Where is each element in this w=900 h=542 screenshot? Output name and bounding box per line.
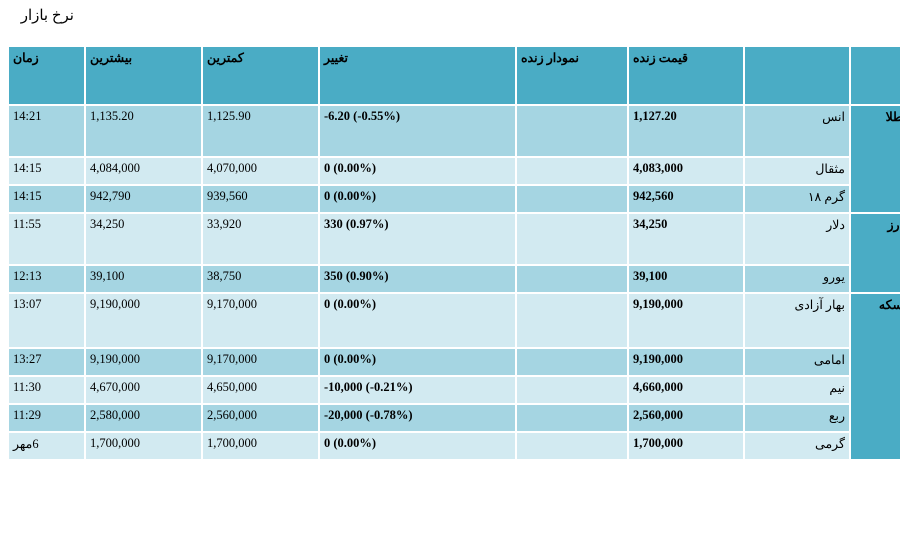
live-chart-cell [517, 405, 627, 431]
table-row: امامی 9,190,000 0 (0.00%) 9,170,000 9,19… [9, 349, 900, 375]
max-value: 942,790 [86, 186, 201, 212]
live-chart-cell [517, 433, 627, 459]
time-value: 14:15 [9, 186, 84, 212]
item-name: انس [745, 106, 849, 156]
change-value: -6.20 (-0.55%) [320, 106, 515, 156]
table-row: گرم ۱۸ 942,560 0 (0.00%) 939,560 942,790… [9, 186, 900, 212]
live-price: 1,127.20 [629, 106, 743, 156]
max-value: 4,670,000 [86, 377, 201, 403]
min-value: 2,560,000 [203, 405, 318, 431]
table-row: طلا انس 1,127.20 -6.20 (-0.55%) 1,125.90… [9, 106, 900, 212]
live-chart-cell [517, 349, 627, 375]
live-price: 2,560,000 [629, 405, 743, 431]
live-chart-cell [517, 377, 627, 403]
change-value: 330 (0.97%) [320, 214, 515, 264]
live-price: 4,083,000 [629, 158, 743, 184]
header-live-price: قیمت زنده [629, 47, 743, 104]
min-value: 1,125.90 [203, 106, 318, 156]
header-name [745, 47, 849, 104]
live-price: 1,700,000 [629, 433, 743, 459]
live-chart-cell [517, 106, 627, 156]
time-value: 11:29 [9, 405, 84, 431]
table-row: گرمی 1,700,000 0 (0.00%) 1,700,000 1,700… [9, 433, 900, 459]
header-min: کمترین [203, 47, 318, 104]
min-value: 4,070,000 [203, 158, 318, 184]
min-value: 9,170,000 [203, 349, 318, 375]
live-chart-cell [517, 294, 627, 347]
category-currency: ارز [851, 214, 900, 292]
time-value: 6مهر [9, 433, 84, 459]
item-name: گرم ۱۸ [745, 186, 849, 212]
max-value: 34,250 [86, 214, 201, 264]
time-value: 13:27 [9, 349, 84, 375]
item-name: بهار آزادی [745, 294, 849, 347]
time-value: 11:55 [9, 214, 84, 264]
min-value: 1,700,000 [203, 433, 318, 459]
live-chart-cell [517, 186, 627, 212]
max-value: 4,084,000 [86, 158, 201, 184]
item-name: ربع [745, 405, 849, 431]
live-chart-cell [517, 266, 627, 292]
max-value: 1,135.20 [86, 106, 201, 156]
max-value: 9,190,000 [86, 294, 201, 347]
header-live-chart: نمودار زنده [517, 47, 627, 104]
min-value: 939,560 [203, 186, 318, 212]
live-chart-cell [517, 158, 627, 184]
live-price: 942,560 [629, 186, 743, 212]
header-category [851, 47, 900, 104]
change-value: 0 (0.00%) [320, 349, 515, 375]
table-row: نیم 4,660,000 -10,000 (-0.21%) 4,650,000… [9, 377, 900, 403]
min-value: 9,170,000 [203, 294, 318, 347]
market-rates-table: قیمت زنده نمودار زنده تغییر کمترین بیشتر… [7, 45, 900, 461]
min-value: 4,650,000 [203, 377, 318, 403]
live-chart-cell [517, 214, 627, 264]
change-value: -10,000 (-0.21%) [320, 377, 515, 403]
item-name: دلار [745, 214, 849, 264]
item-name: گرمی [745, 433, 849, 459]
change-value: 0 (0.00%) [320, 158, 515, 184]
live-price: 9,190,000 [629, 294, 743, 347]
table-row: یورو 39,100 350 (0.90%) 38,750 39,100 12… [9, 266, 900, 292]
category-gold: طلا [851, 106, 900, 212]
header-time: زمان [9, 47, 84, 104]
max-value: 2,580,000 [86, 405, 201, 431]
item-name: یورو [745, 266, 849, 292]
header-row: قیمت زنده نمودار زنده تغییر کمترین بیشتر… [9, 47, 900, 104]
live-price: 9,190,000 [629, 349, 743, 375]
change-value: -20,000 (-0.78%) [320, 405, 515, 431]
max-value: 1,700,000 [86, 433, 201, 459]
time-value: 14:15 [9, 158, 84, 184]
min-value: 38,750 [203, 266, 318, 292]
table-row: ربع 2,560,000 -20,000 (-0.78%) 2,560,000… [9, 405, 900, 431]
change-value: 0 (0.00%) [320, 186, 515, 212]
time-value: 12:13 [9, 266, 84, 292]
header-max: بیشترین [86, 47, 201, 104]
max-value: 39,100 [86, 266, 201, 292]
change-value: 0 (0.00%) [320, 294, 515, 347]
header-change: تغییر [320, 47, 515, 104]
live-price: 34,250 [629, 214, 743, 264]
table-row: سکه بهار آزادی 9,190,000 0 (0.00%) 9,170… [9, 294, 900, 459]
max-value: 9,190,000 [86, 349, 201, 375]
change-value: 350 (0.90%) [320, 266, 515, 292]
time-value: 11:30 [9, 377, 84, 403]
table-row: ارز دلار 34,250 330 (0.97%) 33,920 34,25… [9, 214, 900, 292]
table-row: مثقال 4,083,000 0 (0.00%) 4,070,000 4,08… [9, 158, 900, 184]
category-coin: سکه [851, 294, 900, 459]
item-name: مثقال [745, 158, 849, 184]
item-name: امامی [745, 349, 849, 375]
time-value: 14:21 [9, 106, 84, 156]
time-value: 13:07 [9, 294, 84, 347]
change-value: 0 (0.00%) [320, 433, 515, 459]
live-price: 39,100 [629, 266, 743, 292]
page-title: نرخ بازار [20, 8, 74, 24]
item-name: نیم [745, 377, 849, 403]
min-value: 33,920 [203, 214, 318, 264]
live-price: 4,660,000 [629, 377, 743, 403]
